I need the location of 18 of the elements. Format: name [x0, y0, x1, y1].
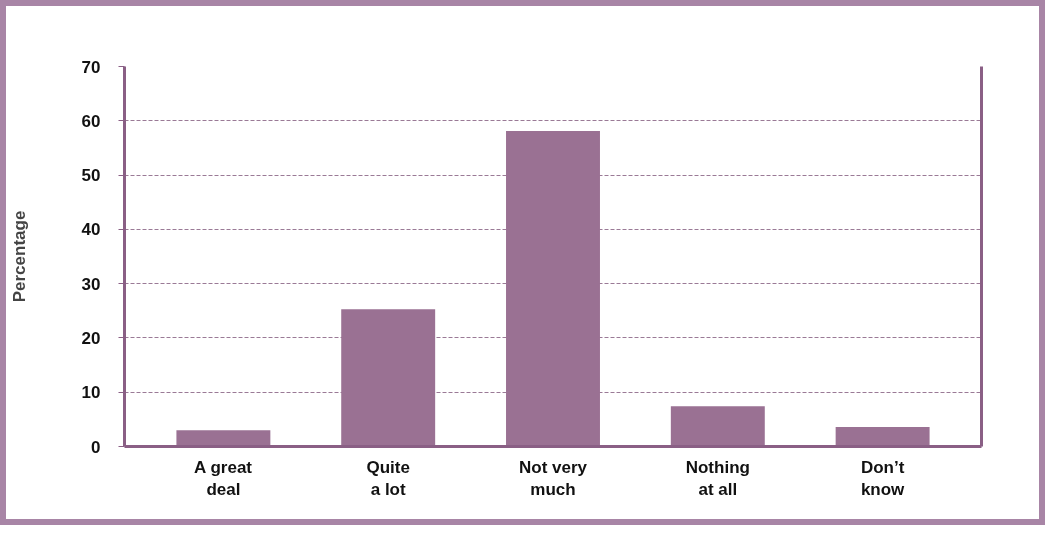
bar	[670, 406, 765, 447]
x-tick-label: Don’t know	[860, 457, 906, 500]
bar	[176, 430, 271, 447]
y-axis-title: Percentage	[9, 210, 29, 303]
bar	[341, 309, 436, 447]
y-tick-label: 20	[81, 328, 101, 348]
y-tick-label: 70	[81, 57, 101, 77]
y-tick-label: 0	[91, 437, 101, 457]
y-tick-label: 10	[81, 383, 101, 403]
x-tick-label: Quite a lot	[366, 457, 410, 500]
bar	[835, 426, 930, 447]
y-tick-label: 50	[81, 166, 101, 186]
x-tick-label: Nothing at all	[685, 457, 750, 500]
y-tick-label: 30	[81, 274, 101, 294]
y-tick-label: 60	[81, 111, 101, 131]
y-tick-label: 40	[81, 220, 101, 240]
x-tick-label: A great deal	[194, 457, 253, 500]
x-tick-label: Not very much	[518, 457, 588, 500]
